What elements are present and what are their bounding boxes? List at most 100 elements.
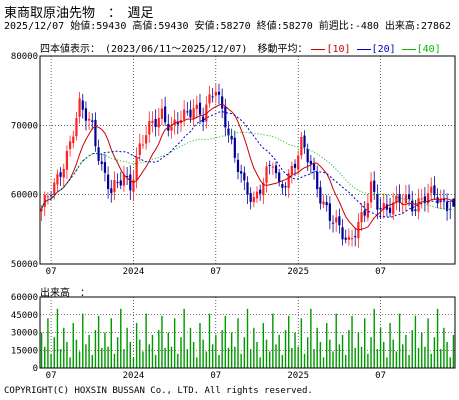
candle-body: [417, 198, 420, 212]
candle-body: [366, 203, 369, 218]
candle-body: [148, 121, 151, 135]
x-tick-label: 2024: [123, 267, 145, 277]
candle-body: [252, 197, 255, 203]
price-grid: [40, 56, 455, 264]
volume-tick-label: 60000: [11, 293, 38, 303]
candle-body: [376, 193, 379, 210]
candle-body: [411, 200, 414, 212]
candle-body: [341, 227, 344, 240]
candle-body: [293, 163, 297, 168]
candle-body: [322, 201, 325, 205]
candle-body: [350, 238, 354, 240]
candle-body: [119, 180, 122, 186]
copyright-notice: COPYRIGHT(C) HOXSIN BUSSAN Co., LTD. All…: [4, 386, 313, 396]
legend-ma10: [10]: [326, 44, 351, 55]
candle-body: [300, 136, 303, 156]
price-tick-label: 50000: [11, 260, 38, 270]
x-axis-volume: 07 2024 07 2025 07: [46, 371, 386, 381]
candle-body: [107, 174, 110, 189]
volume-tick-label: 15000: [11, 346, 38, 356]
candle-body: [195, 104, 198, 110]
candle-body: [319, 187, 322, 204]
candle-body: [328, 203, 331, 221]
candle-body: [281, 183, 284, 188]
candle-body: [297, 155, 300, 170]
legend-ma20: [20]: [371, 44, 396, 55]
candle-body: [395, 195, 398, 203]
candle-body: [198, 102, 202, 115]
candle-body: [426, 193, 430, 204]
volume-axis: 0 15000 30000 45000 60000: [11, 293, 38, 374]
candle-body: [392, 202, 395, 215]
chart-title: 東商取原油先物 ： 週足: [4, 6, 154, 21]
candle-body: [154, 119, 157, 127]
candle-body: [100, 161, 103, 165]
candlestick-series: [40, 83, 455, 248]
ma10-line-icon: [311, 48, 326, 50]
candle-body: [249, 193, 252, 202]
x-tick-label: 2024: [123, 371, 145, 381]
candle-body: [87, 118, 91, 121]
volume-tick-label: 45000: [11, 311, 38, 321]
candle-body: [312, 163, 316, 171]
x-tick-label: 2025: [287, 267, 309, 277]
candle-body: [81, 100, 84, 110]
candle-body: [414, 209, 417, 211]
candle-body: [141, 144, 145, 146]
candle-body: [78, 98, 81, 117]
candle-body: [91, 120, 94, 122]
price-tick-label: 80000: [11, 52, 38, 62]
candle-body: [65, 150, 69, 170]
candle-body: [347, 236, 350, 240]
x-tick-label: 07: [46, 371, 57, 381]
candle-body: [262, 182, 265, 196]
candle-body: [221, 96, 224, 109]
candle-body: [255, 191, 259, 199]
candle-body: [233, 137, 236, 158]
candle-body: [176, 121, 179, 125]
legend-prefix: 四本値表示： (2023/06/11～2025/12/07) 移動平均：: [40, 44, 308, 55]
candle-body: [388, 207, 392, 213]
candle-body: [445, 201, 449, 211]
candle-body: [227, 128, 230, 136]
candle-body: [164, 106, 167, 123]
candle-body: [373, 180, 376, 192]
candle-body: [145, 135, 148, 144]
candle-body: [316, 171, 319, 190]
candle-body: [452, 198, 455, 207]
x-axis-price: 07 2024 07 2025 07: [46, 267, 386, 277]
candle-body: [75, 118, 78, 137]
candle-body: [135, 156, 138, 180]
legend-ma40: [40]: [416, 44, 441, 55]
candle-body: [354, 236, 357, 238]
candle-body: [132, 179, 135, 192]
candle-body: [157, 117, 160, 128]
x-tick-label: 2025: [287, 371, 309, 381]
candle-body: [138, 143, 141, 156]
x-tick-label: 07: [46, 267, 57, 277]
candle-body: [211, 96, 214, 98]
candle-body: [72, 136, 75, 144]
volume-tick-label: 30000: [11, 329, 38, 339]
volume-series: [40, 308, 455, 368]
x-tick-label: 07: [375, 267, 386, 277]
candle-body: [338, 216, 341, 226]
candle-body: [84, 108, 88, 121]
candle-body: [335, 217, 338, 223]
candle-body: [360, 212, 363, 223]
candle-body: [398, 194, 401, 203]
candle-body: [59, 172, 62, 177]
candle-body: [97, 147, 100, 161]
candle-body: [287, 173, 290, 188]
candle-body: [265, 166, 268, 183]
candle-body: [113, 180, 116, 193]
volume-tick-label: 0: [33, 364, 38, 374]
candle-body: [240, 171, 243, 174]
candle-body: [274, 165, 278, 174]
candle-body: [192, 108, 195, 119]
x-tick-label: 07: [210, 371, 221, 381]
candle-body: [385, 204, 388, 210]
candle-body: [183, 109, 186, 120]
candle-body: [433, 185, 436, 196]
